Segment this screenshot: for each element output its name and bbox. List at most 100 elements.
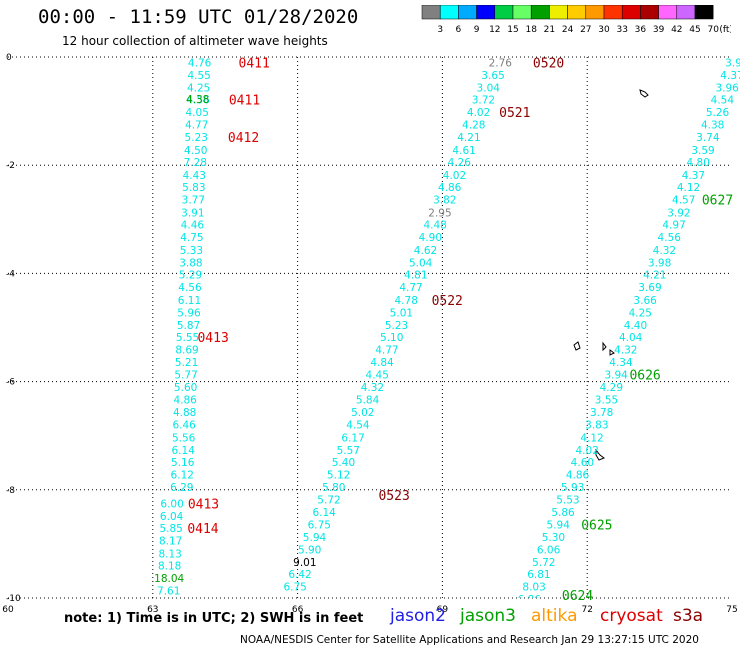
island-outline	[639, 89, 649, 98]
wave-height-value: 8.17	[159, 536, 182, 548]
color-scale-label: 33	[616, 25, 627, 35]
wave-height-value: 6.14	[172, 445, 196, 457]
wave-height-value: 4.43	[183, 170, 206, 182]
wave-height-value: 5.85	[159, 523, 182, 535]
wave-height-value: 5.77	[174, 370, 197, 382]
time-label: 0626	[629, 369, 660, 384]
wave-height-value: 3.04	[477, 82, 501, 94]
wave-height-value: 5.72	[532, 557, 555, 569]
wave-height-value: 4.29	[600, 382, 623, 394]
wave-height-value: 3.55	[595, 394, 618, 406]
wave-height-value: 6.06	[537, 544, 561, 556]
x-tick-label: 69	[437, 605, 449, 615]
wave-height-value: 4.32	[361, 382, 384, 394]
wave-height-value: 7.61	[157, 585, 180, 597]
x-tick-label: 75	[726, 605, 737, 615]
y-tick-label: -10	[6, 594, 21, 604]
wave-height-value: 3.96	[715, 82, 739, 94]
wave-height-value: 6.46	[172, 419, 196, 431]
wave-height-value: 4.86	[173, 394, 197, 406]
y-tick-label: -6	[6, 378, 15, 388]
legend-altika: altika	[531, 606, 578, 626]
wave-height-value: 3.77	[182, 194, 205, 206]
wave-height-value: 5.80	[322, 482, 345, 494]
wave-height-value: 4.76	[188, 57, 212, 69]
wave-height-value: 4.78	[395, 295, 418, 307]
wave-height-value: 6.86	[518, 594, 542, 606]
wave-height-value: 4.05	[186, 107, 209, 119]
wave-height-value: 4.02	[443, 170, 466, 182]
wave-height-value: 4.40	[624, 320, 647, 332]
wave-height-value: 4.57	[672, 194, 695, 206]
wave-height-value: 6.75	[283, 582, 306, 594]
legend-jason3: jason3	[460, 606, 516, 626]
time-label: 0520	[533, 56, 564, 71]
wave-height-value: 5.33	[180, 245, 203, 257]
wave-height-value: 3.65	[481, 70, 504, 82]
color-scale-label: 12	[489, 25, 500, 35]
wave-height-value: 4.86	[566, 470, 590, 482]
wave-height-value: 3.59	[691, 145, 714, 157]
wave-height-value: 3.98	[648, 258, 671, 270]
color-scale-label: 3	[437, 25, 443, 35]
wave-height-value: 4.50	[184, 145, 207, 157]
wave-height-value: 5.90	[298, 544, 321, 556]
wave-height-value: 5.04	[409, 258, 433, 270]
wave-height-value: 8.13	[158, 549, 181, 561]
wave-height-value: 5.26	[706, 107, 730, 119]
wave-height-value: 8.18	[158, 561, 181, 573]
wave-height-value: 4.56	[178, 282, 202, 294]
wave-height-value: 4.56	[658, 232, 682, 244]
wave-height-value: 5.84	[356, 394, 380, 406]
legend-cryosat: cryosat	[600, 606, 663, 626]
wave-height-value: 5.55	[176, 332, 199, 344]
credit-line: NOAA/NESDIS Center for Satellite Applica…	[240, 634, 699, 646]
time-label: 0624	[562, 589, 593, 604]
wave-height-value: 4.28	[462, 120, 485, 132]
wave-height-value: 5.23	[185, 132, 208, 144]
color-swatch	[694, 5, 714, 20]
time-label: 0522	[432, 294, 463, 309]
wave-height-value: 5.12	[327, 470, 350, 482]
x-tick-label: 66	[292, 605, 304, 615]
time-label: 0627	[702, 193, 733, 208]
color-scale-label: 30	[598, 25, 610, 35]
wave-height-value: 6.11	[178, 295, 201, 307]
wave-height-value: 3.94	[725, 57, 740, 69]
wave-height-value: 3.72	[472, 95, 495, 107]
time-label: 0413	[197, 331, 228, 346]
color-scale-label: 18	[525, 25, 537, 35]
wave-height-value: 4.21	[457, 132, 480, 144]
time-label: 0413	[188, 497, 219, 512]
wave-height-value: 6.00	[160, 498, 183, 510]
wave-height-value: 5.86	[551, 507, 575, 519]
color-scale-label: 42	[671, 25, 682, 35]
wave-height-value: 3.82	[433, 194, 456, 206]
wave-height-value: 5.93	[561, 482, 584, 494]
wave-height-value: 5.83	[182, 182, 205, 194]
page-subtitle: 12 hour collection of altimeter wave hei…	[62, 34, 328, 48]
wave-height-value: 3.94	[604, 370, 628, 382]
wave-height-value: 5.01	[390, 307, 413, 319]
wave-height-value: 4.77	[399, 282, 422, 294]
wave-height-value: 4.54	[346, 419, 370, 431]
wave-height-value: 4.60	[571, 457, 594, 469]
wave-height-value: 4.37	[682, 170, 705, 182]
y-tick-label: -2	[6, 161, 15, 171]
color-scale-label: 39	[653, 25, 665, 35]
wave-height-value: 4.26	[448, 157, 472, 169]
wave-height-value: 6.17	[341, 432, 364, 444]
wave-height-value: 4.04	[619, 332, 643, 344]
color-scale-unit: (ft)	[719, 25, 731, 35]
wave-height-value: 4.34	[609, 357, 633, 369]
wave-height-value: 4.25	[629, 307, 652, 319]
wave-height-value: 3.66	[633, 295, 657, 307]
wave-height-value: 8.69	[175, 345, 198, 357]
wave-height-value: 5.40	[332, 457, 355, 469]
wave-height-value: 4.54	[711, 95, 735, 107]
wave-height-value: 6.14	[312, 507, 336, 519]
wave-height-value: 3.69	[638, 282, 661, 294]
wave-height-value: 18.04	[154, 573, 184, 585]
wave-height-value: 4.02	[576, 445, 599, 457]
